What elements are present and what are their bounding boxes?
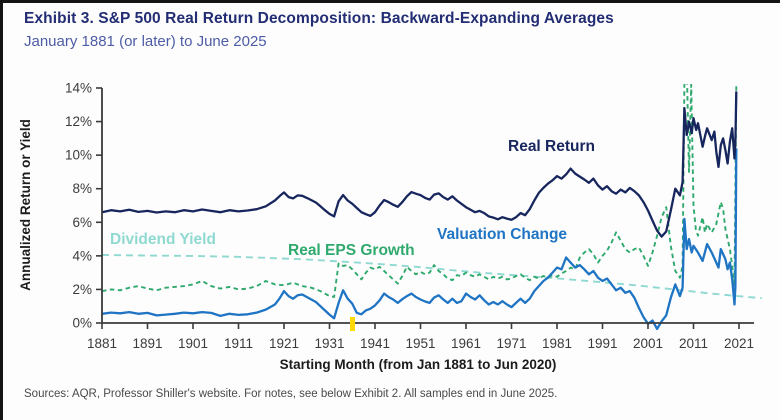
source-note: Sources: AQR, Professor Shiller's websit…: [24, 388, 558, 400]
x-tick-label: 2001: [633, 336, 663, 351]
x-tick-label: 1891: [132, 336, 162, 351]
y-tick-label: 6%: [72, 215, 92, 230]
x-tick-label: 1931: [314, 336, 344, 351]
x-axis-title: Starting Month (from Jan 1881 to Jun 202…: [280, 357, 557, 372]
axes: 0% 2% 4% 6% 8% 10% 12% 14% 1881 1891 1901 1911 1921 1…: [65, 80, 754, 351]
y-tick-label: 4%: [72, 248, 92, 263]
chart-title: Exhibit 3. S&P 500 Real Return Decomposi…: [24, 10, 614, 27]
x-tick-label: 2011: [679, 336, 708, 351]
left-border-line: [0, 0, 3, 420]
series-line-valuation-change: [101, 148, 738, 331]
x-tick-label: 2021: [724, 336, 754, 351]
x-tick-label: 1881: [87, 336, 117, 351]
y-tick-label: 0%: [72, 316, 92, 331]
x-tick-label: 1951: [405, 336, 435, 351]
chart-subtitle: January 1881 (or later) to June 2025: [24, 33, 267, 50]
x-tick-label: 1991: [587, 336, 617, 351]
top-border-line: [0, 0, 780, 3]
series-line-dividend-yield: [101, 254, 762, 300]
y-tick-label: 14%: [65, 80, 92, 95]
y-axis-title: Annualized Return or Yield: [18, 119, 33, 291]
series-label-real-eps-growth: Real EPS Growth: [288, 242, 415, 259]
y-tick-label: 2%: [72, 282, 92, 297]
y-tick-label: 10%: [65, 148, 92, 163]
series-label-real-return: Real Return: [508, 138, 595, 155]
x-tick-label: 1941: [360, 336, 390, 351]
x-tick-label: 1971: [496, 336, 526, 351]
x-tick-label: 1921: [269, 336, 299, 351]
series-label-valuation-change: Valuation Change: [437, 226, 568, 243]
series-label-dividend-yield: Dividend Yield: [110, 231, 216, 248]
series-line-real-return: [101, 91, 738, 238]
x-tick-label: 1911: [224, 336, 253, 351]
chart-header: Exhibit 3. S&P 500 Real Return Decomposi…: [24, 10, 764, 50]
x-tick-label: 1961: [451, 336, 481, 351]
y-tick-label: 8%: [72, 181, 92, 196]
y-tick-label: 12%: [65, 114, 92, 129]
x-tick-label: 1981: [542, 336, 572, 351]
series-line-real-eps-growth: [101, 84, 738, 298]
x-tick-label: 1901: [178, 336, 208, 351]
yellow-highlight-marker: [349, 317, 355, 331]
